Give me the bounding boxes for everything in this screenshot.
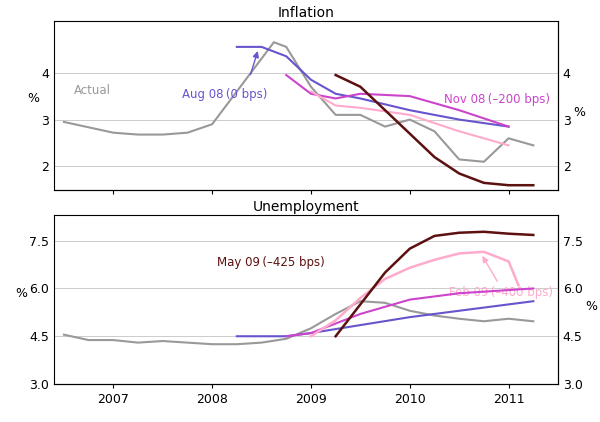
Title: Unemployment: Unemployment	[253, 200, 359, 214]
Title: Inflation: Inflation	[278, 6, 334, 20]
Text: Actual: Actual	[74, 84, 111, 97]
Text: Nov 08 (–200 bps): Nov 08 (–200 bps)	[445, 93, 550, 106]
Text: May 09 (–425 bps): May 09 (–425 bps)	[217, 256, 325, 269]
Text: Feb 09 (–400 bps): Feb 09 (–400 bps)	[449, 287, 553, 300]
Y-axis label: %: %	[27, 92, 39, 106]
Y-axis label: %: %	[585, 300, 597, 313]
Y-axis label: %: %	[15, 287, 27, 300]
Text: Aug 08 (0 bps): Aug 08 (0 bps)	[182, 89, 268, 101]
Y-axis label: %: %	[573, 106, 585, 119]
